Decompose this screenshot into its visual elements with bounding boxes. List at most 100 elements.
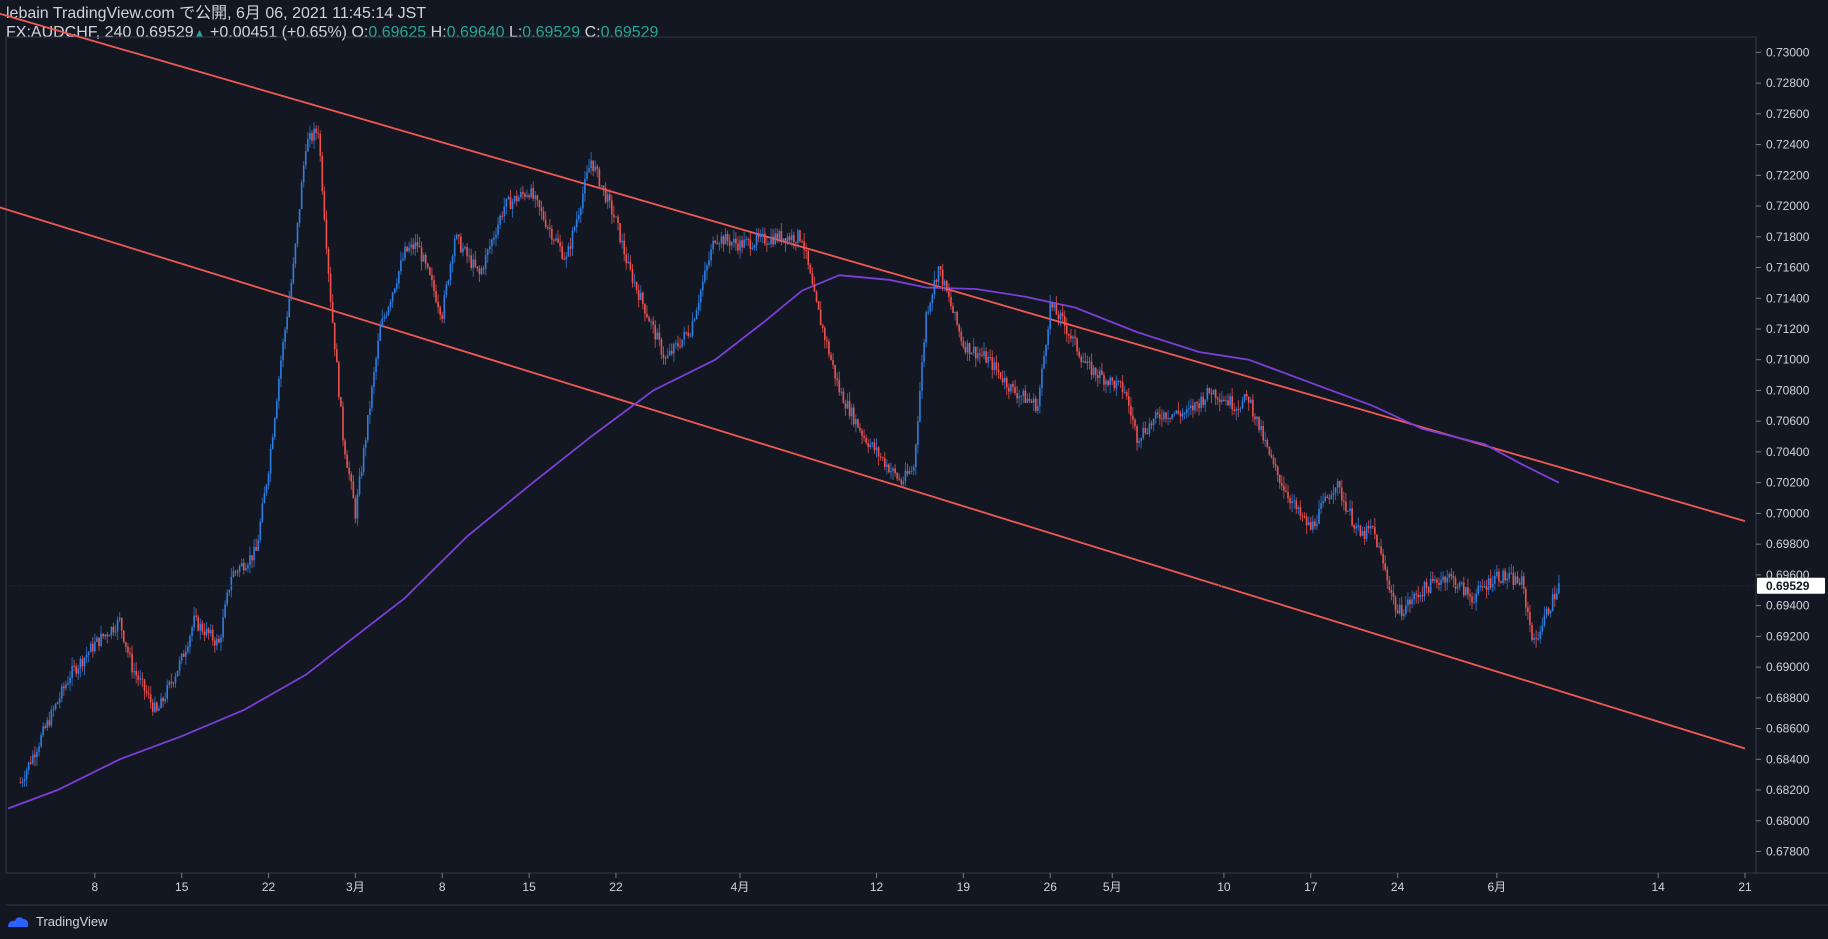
candle-body [472, 259, 475, 268]
candle-body [739, 240, 741, 251]
candle-body [56, 702, 59, 705]
candle-body [1107, 380, 1109, 385]
candle-body [877, 447, 880, 457]
candle-body [416, 242, 419, 246]
candle-body [724, 234, 727, 245]
candle-body [1485, 586, 1488, 590]
candle-body [94, 641, 96, 652]
candle-body [1446, 577, 1449, 583]
candle-body [123, 630, 125, 643]
candle-body [218, 638, 220, 643]
candle-body [852, 407, 855, 425]
x-tick-label: 17 [1304, 880, 1318, 894]
candle-body [1051, 302, 1054, 308]
candle-body [1179, 413, 1182, 417]
candle-body [650, 321, 652, 323]
candle-body [242, 563, 245, 571]
candle-body [764, 233, 766, 244]
candle-body [1529, 612, 1531, 625]
candle-body [46, 720, 49, 728]
candle-body [389, 301, 392, 307]
candle-body [923, 342, 925, 363]
candle-body [639, 292, 642, 300]
candle-body [766, 243, 768, 245]
candle-body [1431, 578, 1434, 581]
candle-body [654, 324, 657, 340]
candle-body [449, 263, 452, 281]
candle-body [58, 698, 61, 703]
x-tick-label: 10 [1217, 880, 1231, 894]
candle-body [757, 234, 760, 238]
candle-body [1218, 399, 1221, 402]
candle-body [102, 633, 104, 637]
candle-body [1030, 400, 1033, 403]
candle-body [420, 247, 423, 262]
candle-body [871, 442, 874, 445]
candle-body [1167, 417, 1169, 419]
candle-body [826, 339, 828, 342]
candle-body [1309, 522, 1312, 530]
candle-body [1216, 398, 1219, 400]
candle-body [48, 720, 51, 726]
candle-body [129, 652, 131, 654]
candle-body [429, 267, 431, 275]
candle-body [830, 354, 832, 360]
candle-body [406, 246, 408, 252]
candle-body [619, 223, 621, 243]
candle-body [369, 408, 371, 415]
candle-body [1109, 377, 1111, 385]
candle-body [689, 335, 692, 337]
candle-body [176, 670, 179, 677]
candle-body [1266, 440, 1269, 447]
candle-body [426, 263, 429, 268]
candle-body [402, 258, 404, 261]
candle-body [906, 470, 909, 474]
candle-body [776, 233, 779, 241]
candle-body [642, 292, 644, 304]
candle-body [925, 312, 927, 343]
candle-body [327, 248, 330, 274]
candle-body [255, 546, 257, 551]
candle-body [1026, 398, 1029, 403]
candle-body [424, 255, 427, 264]
candle-body [1194, 402, 1196, 411]
candle-body [464, 246, 466, 249]
candle-body [433, 280, 435, 291]
candle-body [1082, 361, 1085, 363]
candle-body [1018, 396, 1020, 399]
candle-body [185, 651, 187, 657]
candle-body [1078, 351, 1080, 357]
candle-body [1345, 501, 1347, 512]
candle-body [561, 246, 563, 259]
candle-body [164, 698, 166, 702]
candle-body [1146, 432, 1149, 434]
candle-body [73, 665, 75, 667]
up-triangle-icon: ▲ [193, 26, 206, 40]
candle-body [919, 391, 921, 422]
candle-body [668, 350, 671, 355]
candle-body [398, 271, 400, 284]
candle-body [817, 301, 820, 310]
candle-body [476, 266, 479, 269]
y-tick-label: 0.68400 [1766, 752, 1810, 766]
candle-body [532, 188, 535, 199]
candle-body [778, 231, 781, 241]
candle-body [1318, 508, 1320, 524]
candle-body [608, 194, 611, 201]
candle-body [557, 238, 559, 243]
candle-body [896, 472, 898, 479]
candle-body [367, 414, 369, 441]
candle-body [733, 238, 735, 243]
candle-body [1338, 481, 1341, 488]
candle-body [1245, 393, 1248, 397]
candle-body [664, 357, 667, 359]
candle-body [917, 421, 919, 445]
candle-body [761, 233, 764, 235]
candle-body [1359, 525, 1362, 536]
candle-body [1508, 573, 1511, 579]
candle-body [362, 447, 365, 472]
candle-body [147, 693, 150, 695]
candle-body [747, 238, 750, 240]
candle-body [780, 231, 783, 242]
